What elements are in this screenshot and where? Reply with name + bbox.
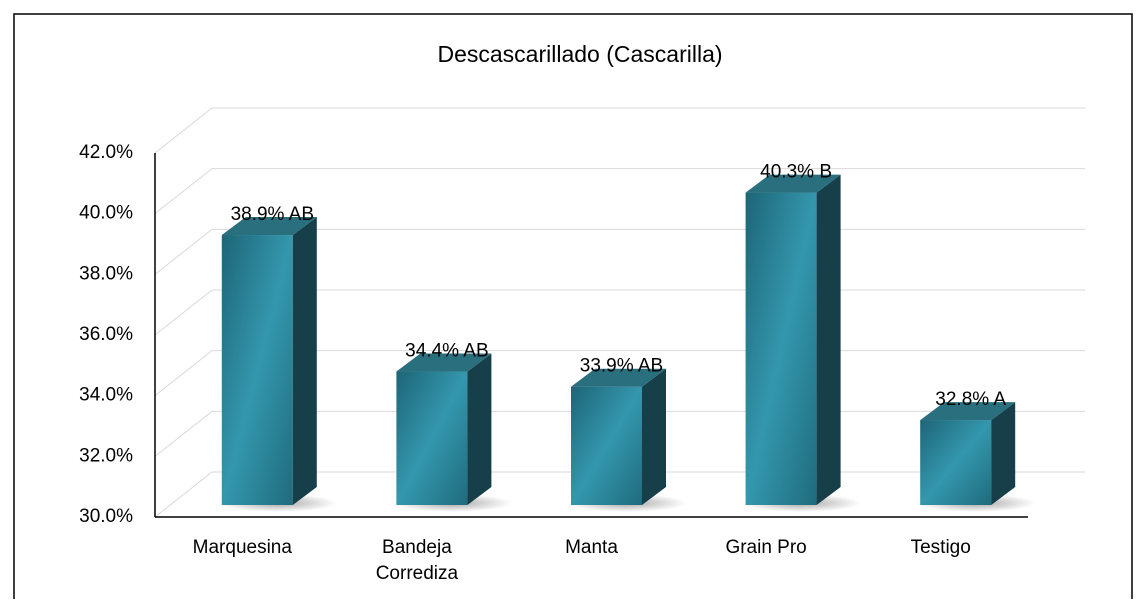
bar-top bbox=[745, 174, 841, 193]
bar-side bbox=[991, 402, 1016, 505]
y-tick-label: 32.0% bbox=[79, 445, 133, 466]
x-tick-label: Grain Pro bbox=[725, 537, 806, 558]
grid-line bbox=[154, 107, 1085, 154]
y-tick-label: 34.0% bbox=[79, 385, 133, 406]
bar-top bbox=[221, 217, 317, 236]
bar-front bbox=[396, 371, 468, 505]
bar-top bbox=[571, 368, 666, 387]
x-tick-label: Manta bbox=[565, 537, 618, 558]
y-tick-label: 36.0% bbox=[79, 324, 133, 345]
bar-side bbox=[642, 368, 666, 505]
x-tick-label-line: Corrediza bbox=[376, 563, 459, 584]
bar-front bbox=[745, 192, 817, 506]
grid-line bbox=[154, 168, 1085, 215]
chart-border bbox=[13, 13, 1133, 599]
bar-side bbox=[292, 217, 317, 506]
y-tick-label: 42.0% bbox=[79, 142, 133, 163]
value-label: 33.9% AB bbox=[580, 356, 663, 377]
bar-side bbox=[467, 353, 492, 505]
bar-front bbox=[221, 235, 293, 506]
bar-top bbox=[396, 353, 492, 372]
bar-top bbox=[920, 402, 1016, 421]
x-tick-label: Marquesina bbox=[193, 537, 293, 558]
bar-side bbox=[816, 174, 841, 506]
x-tick-label: Testigo bbox=[911, 537, 971, 558]
chart-title: Descascarillado (Cascarilla) bbox=[437, 41, 722, 67]
value-label: 38.9% AB bbox=[231, 204, 314, 225]
value-label: 34.4% AB bbox=[405, 341, 488, 362]
y-tick-label: 38.0% bbox=[79, 263, 133, 284]
x-tick-label: Bandeja Corrediza bbox=[376, 537, 459, 584]
x-tick-label-line: Bandeja bbox=[382, 537, 452, 558]
bar-front bbox=[571, 386, 642, 505]
value-label: 40.3% B bbox=[760, 162, 832, 183]
bar-front bbox=[920, 420, 992, 505]
y-tick-label: 40.0% bbox=[79, 203, 133, 224]
y-tick-label: 30.0% bbox=[79, 506, 133, 527]
value-label: 32.8% A bbox=[935, 389, 1006, 410]
